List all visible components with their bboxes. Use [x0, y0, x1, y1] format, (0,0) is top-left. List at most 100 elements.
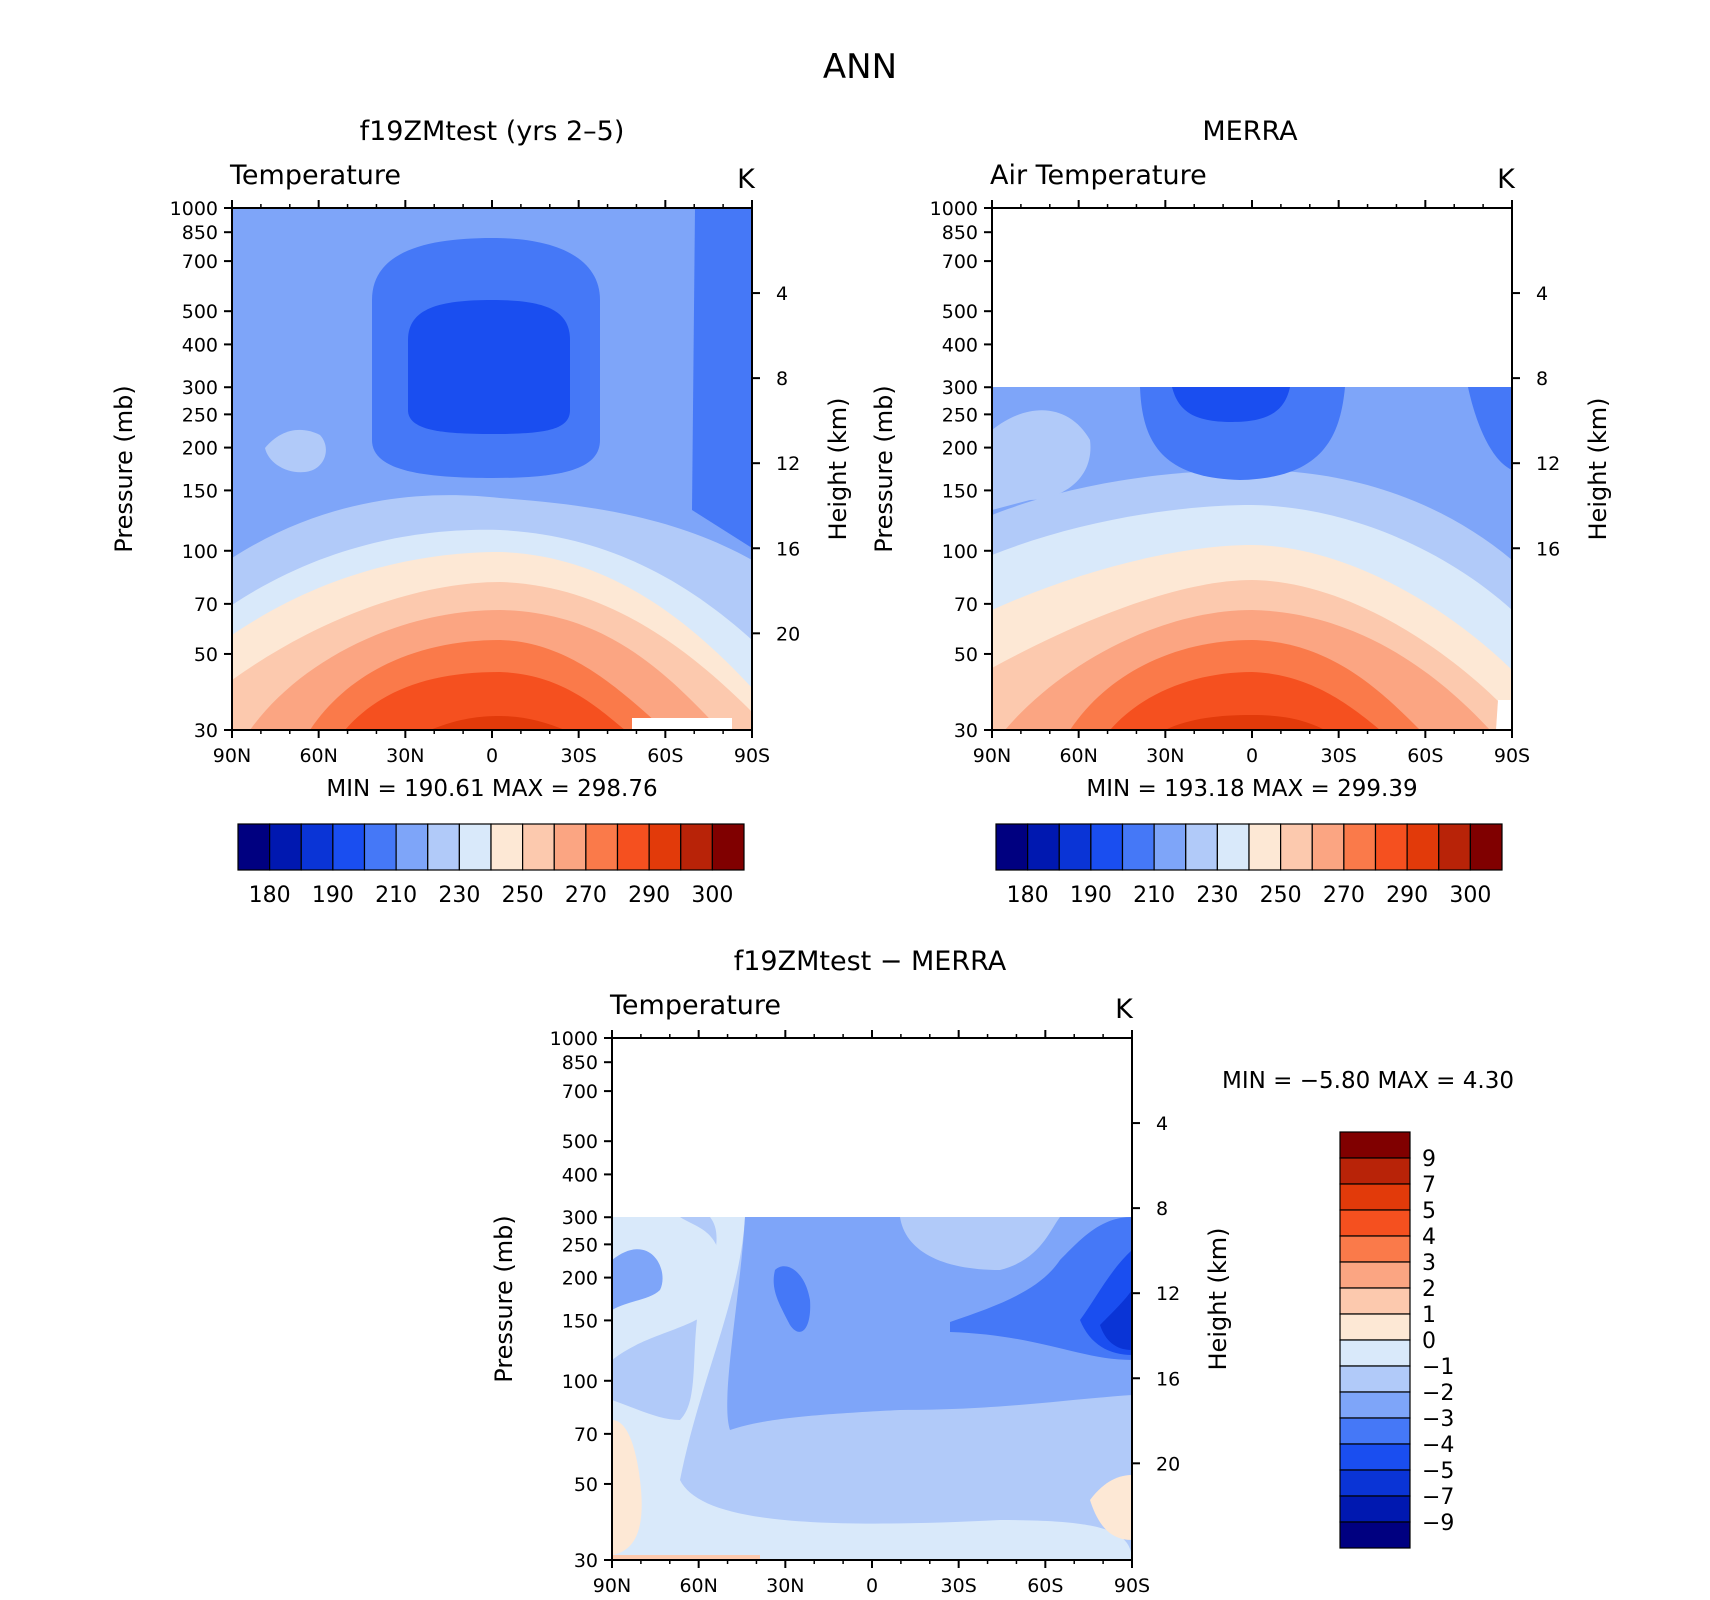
y-axis-label: Pressure (mb) — [490, 1215, 518, 1382]
x-tick-label: 60S — [1407, 745, 1443, 767]
y-tick-label: 400 — [942, 334, 978, 356]
y-tick-label: 400 — [182, 334, 218, 356]
colorbar-swatch — [1469, 823, 1503, 871]
variable-label: Temperature — [609, 990, 781, 1021]
colorbar-swatch — [269, 823, 302, 871]
y2-tick-label: 8 — [776, 368, 788, 390]
colorbar-label: 270 — [1323, 883, 1365, 908]
colorbar-label: 270 — [565, 883, 607, 908]
colorbar-label: 230 — [1196, 883, 1238, 908]
colorbar-swatch — [1339, 1157, 1411, 1185]
y2-tick-label: 12 — [1536, 453, 1560, 475]
y-tick-label: 1000 — [170, 198, 218, 220]
colorbar-swatch — [1339, 1495, 1411, 1523]
colorbar-swatch — [711, 823, 745, 871]
y2-tick-label: 20 — [1156, 1453, 1180, 1475]
colorbar-swatch — [1339, 1521, 1411, 1549]
x-tick-label: 0 — [866, 1575, 878, 1597]
colorbar-swatch — [237, 823, 271, 871]
units-label: K — [1115, 994, 1134, 1025]
y-tick-label: 100 — [562, 1371, 598, 1393]
y-tick-label: 250 — [182, 404, 218, 426]
y-tick-label: 850 — [182, 222, 218, 244]
x-tick-label: 90N — [973, 745, 1011, 767]
colorbar-swatch — [1339, 1131, 1411, 1159]
colorbar-swatch — [1058, 823, 1092, 871]
colorbar-swatch — [490, 823, 524, 871]
y-tick-label: 250 — [942, 404, 978, 426]
colorbar-swatch — [427, 823, 460, 871]
colorbar-label: 180 — [1007, 883, 1049, 908]
x-tick-label: 60S — [1027, 1575, 1063, 1597]
y-tick-label: 50 — [574, 1474, 598, 1496]
y-tick-label: 700 — [182, 251, 218, 273]
y-tick-label: 1000 — [550, 1028, 598, 1050]
y-tick-label: 150 — [942, 480, 978, 502]
panel-difference: f19ZMtest − MERRA Temperature K 90N 60N 30… — [490, 946, 1514, 1597]
colorbar-swatch — [585, 823, 619, 871]
y2-tick-label: 12 — [1156, 1283, 1180, 1305]
contour-fill — [232, 208, 752, 730]
y-tick-label: 30 — [954, 720, 978, 742]
y2-axis-label: Height (km) — [1584, 398, 1612, 541]
colorbar-swatch — [1339, 1261, 1411, 1289]
colorbar-swatch — [1339, 1391, 1411, 1419]
x-tick-label: 30S — [941, 1575, 977, 1597]
colorbar-swatch — [1311, 823, 1345, 871]
y-tick-label: 250 — [562, 1234, 598, 1256]
colorbar-label: 250 — [1260, 883, 1302, 908]
colorbar-label: 180 — [249, 883, 291, 908]
x-tick-label: 90S — [1114, 1575, 1150, 1597]
y-tick-label: 300 — [942, 377, 978, 399]
x-tick-label: 60S — [647, 745, 683, 767]
colorbar-swatch — [363, 823, 397, 871]
colorbar-label: 5 — [1422, 1199, 1436, 1224]
y-tick-label: 700 — [942, 251, 978, 273]
colorbar-swatch — [1216, 823, 1250, 871]
y-tick-label: 400 — [562, 1164, 598, 1186]
colorbar-label: 210 — [1133, 883, 1175, 908]
colorbar-swatch — [1090, 823, 1124, 871]
x-tick-label: 30N — [386, 745, 424, 767]
colorbar-label: −2 — [1422, 1381, 1454, 1406]
colorbar-swatch — [1248, 823, 1282, 871]
colorbar-label: −1 — [1422, 1355, 1454, 1380]
panel-merra-air-temperature: MERRA Air Temperature K 90N 60N 30N 0 30S 60S… — [870, 116, 1612, 908]
colorbar-swatch — [1343, 823, 1377, 871]
colorbar-label: −4 — [1422, 1433, 1454, 1458]
colorbar-label: 1 — [1422, 1303, 1436, 1328]
y2-axis-label: Height (km) — [1204, 1228, 1232, 1371]
y-tick-label: 30 — [194, 720, 218, 742]
y-tick-label: 150 — [562, 1310, 598, 1332]
colorbar-label: 300 — [1449, 883, 1491, 908]
x-tick-label: 90N — [213, 745, 251, 767]
axes: 90N 60N 30N 0 30S 60S 90S100085070050040030025… — [930, 198, 1561, 767]
colorbar-swatch — [648, 823, 682, 871]
colorbar-swatch — [1438, 823, 1471, 871]
x-tick-label: 30S — [561, 745, 597, 767]
colorbar-swatch — [680, 823, 713, 871]
colorbar-swatch — [553, 823, 587, 871]
units-label: K — [737, 164, 756, 195]
colorbar-swatch — [1339, 1339, 1411, 1367]
panel-title: f19ZMtest (yrs 2–5) — [360, 116, 625, 147]
colorbar-label: 250 — [502, 883, 544, 908]
colorbar-swatch — [1121, 823, 1155, 871]
colorbar-swatch — [1406, 823, 1440, 871]
y-tick-label: 200 — [182, 438, 218, 460]
y-tick-label: 100 — [942, 541, 978, 563]
axes: 90N 60N 30N 0 30S 60S 90S100085070050040030025… — [550, 1028, 1181, 1597]
figure-title: ANN — [823, 47, 897, 87]
y-axis-label: Pressure (mb) — [870, 385, 898, 552]
x-tick-label: 30N — [766, 1575, 804, 1597]
colorbar-swatch — [1339, 1313, 1411, 1341]
colorbar-swatch — [1339, 1183, 1411, 1211]
x-tick-label: 60N — [679, 1575, 717, 1597]
colorbar-swatch — [522, 823, 555, 871]
y-tick-label: 70 — [194, 594, 218, 616]
y-tick-label: 50 — [954, 644, 978, 666]
colorbar-swatch — [458, 823, 492, 871]
colorbar-label: −7 — [1422, 1485, 1454, 1510]
colorbar-swatch — [1339, 1287, 1411, 1315]
